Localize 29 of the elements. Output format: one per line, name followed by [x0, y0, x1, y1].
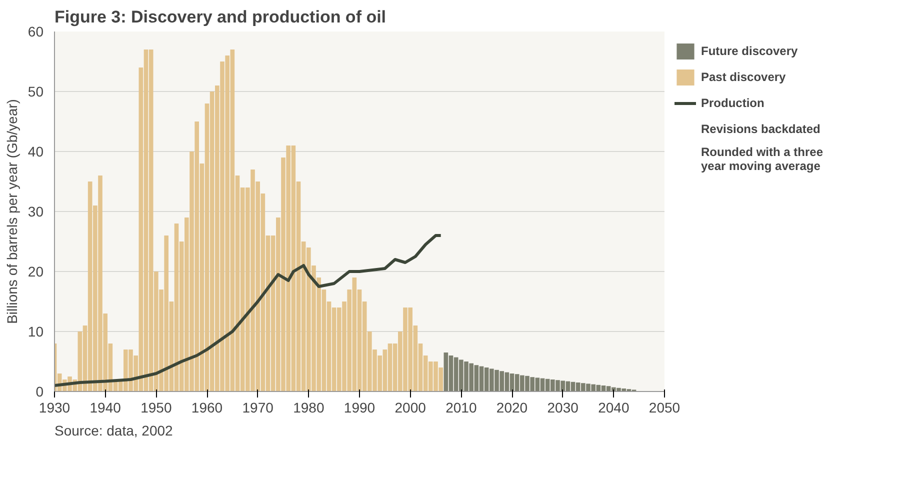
legend-label: Production	[701, 96, 764, 110]
legend-label: Future discovery	[701, 44, 798, 58]
x-tick-label: 2000	[394, 400, 426, 416]
y-tick-label: 10	[28, 324, 44, 340]
x-tick-label: 1930	[38, 400, 70, 416]
x-tick-label: 1970	[242, 400, 274, 416]
x-tick-label: 1950	[140, 400, 172, 416]
x-tick-label: 2050	[648, 400, 680, 416]
y-tick-label: 0	[36, 384, 44, 400]
x-tick-label: 1990	[344, 400, 376, 416]
source-note: Source: data, 2002	[54, 422, 174, 438]
y-tick-label: 40	[28, 144, 44, 160]
x-tick-label: 2030	[547, 400, 579, 416]
chart-title: Figure 3: Discovery and production of oil	[54, 8, 386, 26]
x-tick-label: 1980	[293, 400, 324, 416]
y-tick-label: 30	[28, 204, 44, 220]
y-tick-label: 60	[28, 24, 44, 40]
text: Rounded with a three year moving average	[701, 145, 824, 173]
x-tick-label: 2020	[496, 400, 528, 416]
text: Revisions backdated	[701, 122, 820, 136]
x-tick-label: 1940	[90, 400, 122, 416]
y-tick-label: 50	[28, 84, 44, 100]
x-tick-label: 2040	[598, 400, 630, 416]
x-tick-label: 2010	[446, 400, 477, 416]
line-series	[54, 234, 442, 387]
y-tick-label: 20	[28, 264, 44, 280]
legend-label: Past discovery	[701, 70, 786, 84]
x-tick-label: 1960	[191, 400, 223, 416]
y-axis-title: Billions of barrels per year (Gb/year)	[4, 99, 20, 324]
